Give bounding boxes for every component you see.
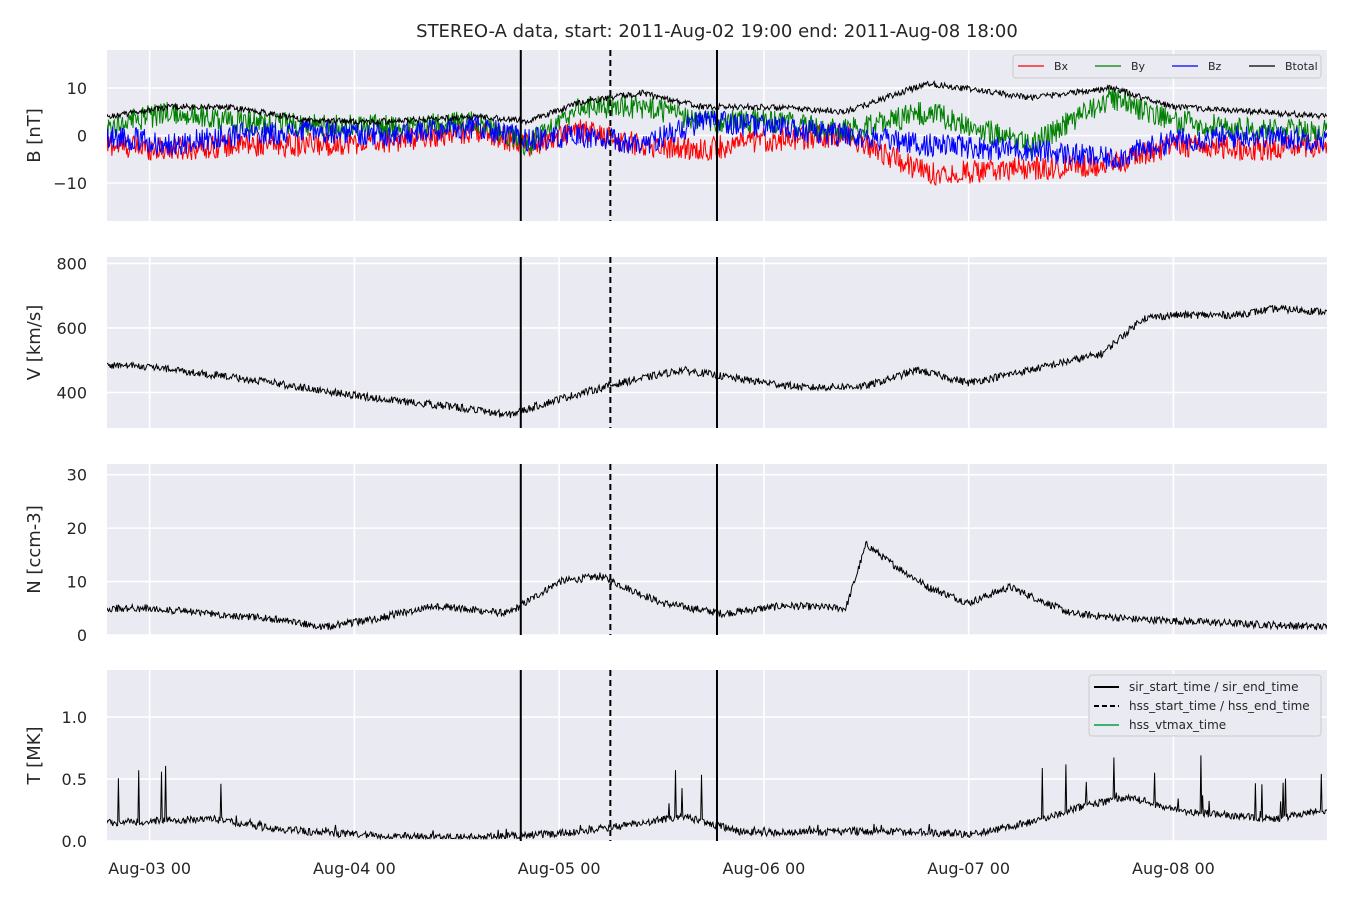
y-tick-label: 30 bbox=[67, 466, 87, 485]
x-tick-label: Aug-05 00 bbox=[518, 859, 601, 878]
legend-label: Bz bbox=[1208, 60, 1222, 73]
y-tick-label: 800 bbox=[56, 254, 87, 273]
y-tick-label: 0 bbox=[77, 626, 87, 645]
panel-3: 30 20 10 0 N [ccm-3] bbox=[24, 464, 1327, 645]
y-tick-label: 1.0 bbox=[62, 708, 87, 727]
y-tick-label: 10 bbox=[67, 573, 87, 592]
y-tick-label: 20 bbox=[67, 519, 87, 538]
legend-label: hss_start_time / hss_end_time bbox=[1129, 699, 1310, 713]
legend-label: Btotal bbox=[1285, 60, 1318, 73]
y-tick-label: 600 bbox=[56, 319, 87, 338]
figure-title: STEREO-A data, start: 2011-Aug-02 19:00 … bbox=[416, 21, 1018, 42]
panel-4: 1.0 0.5 0.0 T [MK] sir_start_time / sir_end_… bbox=[24, 670, 1327, 851]
y-tick-label: 0.5 bbox=[62, 770, 87, 789]
legend-b: Bx By Bz Btotal bbox=[1012, 54, 1322, 79]
x-tick-label: Aug-07 00 bbox=[927, 859, 1010, 878]
y-axis-label: V [km/s] bbox=[24, 305, 45, 380]
y-axis-label: T [MK] bbox=[24, 726, 45, 785]
legend-label: Bx bbox=[1054, 60, 1069, 73]
x-tick-label: Aug-04 00 bbox=[313, 859, 396, 878]
panel-2: 800 600 400 V [km/s] bbox=[24, 254, 1327, 428]
x-axis: Aug-03 00 Aug-04 00 Aug-05 00 Aug-06 00 Aug-… bbox=[108, 859, 1215, 878]
x-tick-label: Aug-03 00 bbox=[108, 859, 191, 878]
y-tick-label: 400 bbox=[56, 384, 87, 403]
y-axis-label: B [nT] bbox=[24, 108, 45, 163]
legend-label: hss_vtmax_time bbox=[1129, 718, 1226, 732]
y-tick-label: 10 bbox=[67, 79, 87, 98]
legend-label: By bbox=[1131, 60, 1146, 73]
panel-1: 10 0 −10 B [nT] Bx By Bz Btotal bbox=[24, 50, 1327, 221]
y-tick-label: −10 bbox=[53, 174, 87, 193]
x-tick-label: Aug-06 00 bbox=[723, 859, 806, 878]
y-tick-label: 0 bbox=[77, 127, 87, 146]
y-tick-label: 0.0 bbox=[62, 832, 87, 851]
legend-events: sir_start_time / sir_end_time hss_start_t… bbox=[1088, 674, 1322, 737]
legend-label: sir_start_time / sir_end_time bbox=[1129, 680, 1299, 694]
x-tick-label: Aug-08 00 bbox=[1132, 859, 1215, 878]
panels: 10 0 −10 B [nT] Bx By Bz Btotal 800 600 400 V [km/s… bbox=[24, 50, 1327, 851]
y-axis-label: N [ccm-3] bbox=[24, 505, 45, 594]
